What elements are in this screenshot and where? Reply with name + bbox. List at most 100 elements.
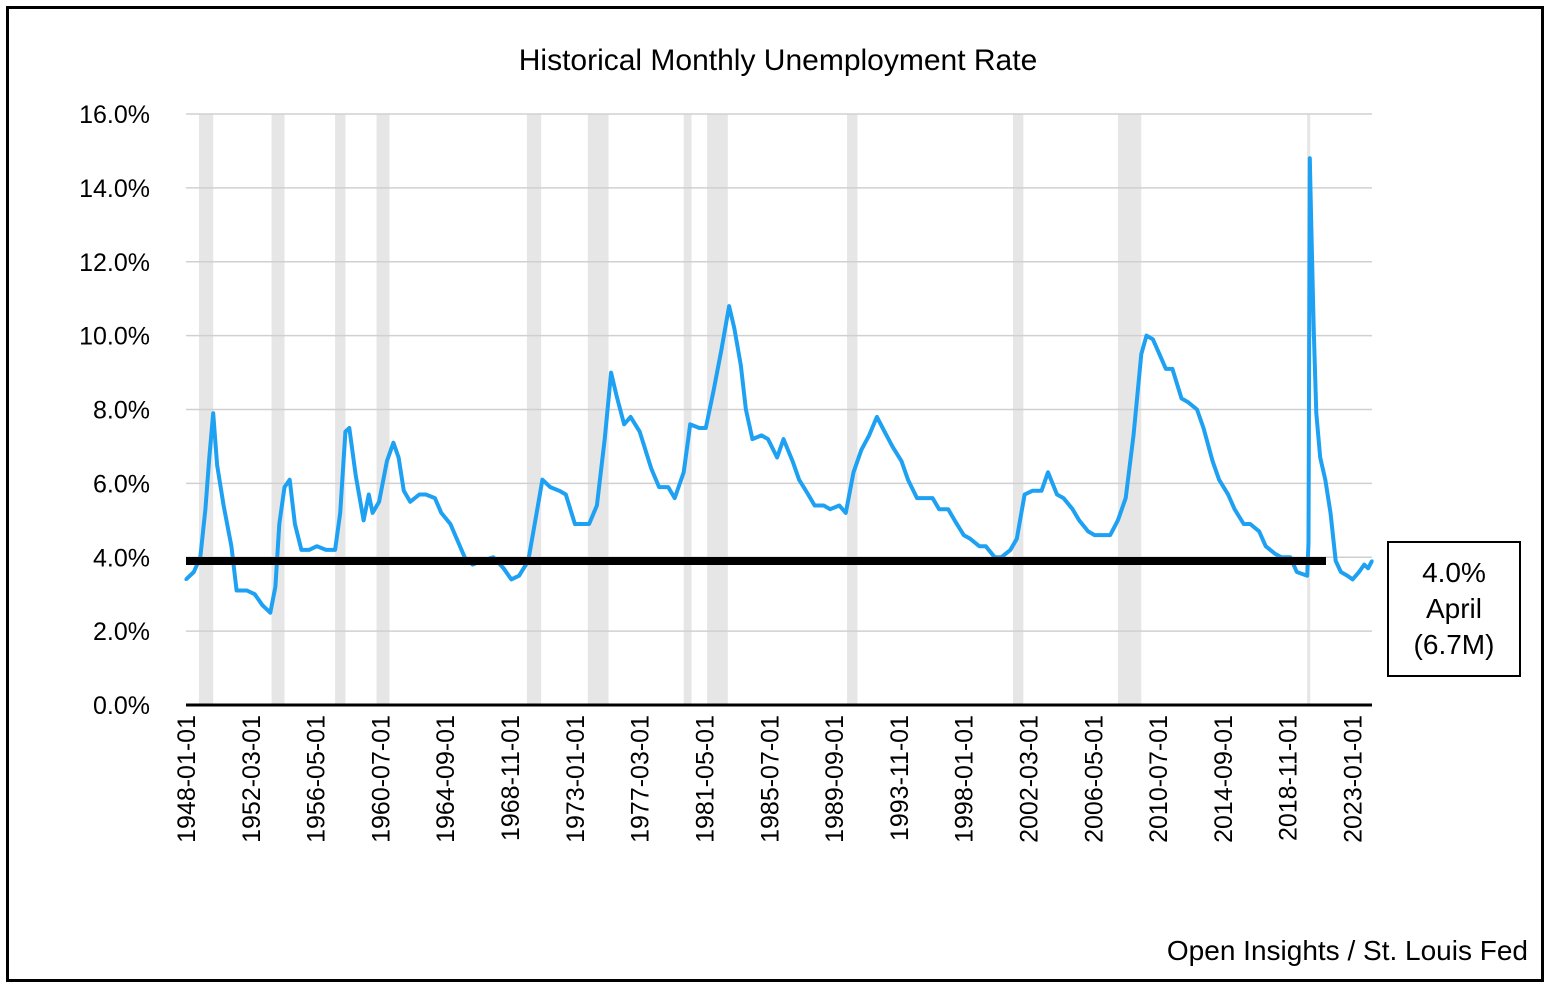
data-point [192, 570, 196, 574]
data-point [766, 437, 770, 441]
data-point [1323, 478, 1327, 482]
data-point [354, 474, 358, 478]
y-tick-label: 4.0% [93, 544, 150, 572]
data-point [759, 433, 764, 437]
data-point [781, 437, 786, 441]
data-point [711, 389, 716, 393]
data-point [1124, 496, 1128, 500]
data-point [953, 518, 957, 522]
data-point [1093, 533, 1097, 537]
y-tick-label: 2.0% [93, 618, 150, 646]
data-point [229, 544, 233, 548]
data-point [744, 407, 748, 412]
data-point [704, 426, 708, 430]
data-point [614, 393, 618, 397]
x-axis-tick-labels: 1948-01-01 1952-03-01 1956-05-01 1960-07-01… [173, 715, 1368, 843]
data-point [899, 459, 904, 463]
data-point [1273, 551, 1277, 556]
series-layer [184, 156, 1374, 615]
data-point [1102, 533, 1106, 537]
chart-frame [6, 6, 1544, 982]
data-point [649, 467, 653, 471]
data-point [1345, 574, 1349, 578]
data-point [1015, 537, 1019, 541]
data-point [557, 489, 561, 493]
data-point [1339, 570, 1343, 574]
data-point [517, 574, 521, 578]
data-point [391, 441, 395, 445]
data-point [875, 415, 879, 419]
data-point [277, 522, 281, 526]
data-point [628, 415, 633, 419]
data-point [1061, 496, 1066, 500]
data-point [1195, 407, 1199, 412]
data-point [1226, 492, 1230, 497]
data-point [424, 492, 428, 497]
data-point [906, 478, 910, 482]
data-point [1170, 367, 1174, 371]
callout-box: 4.0% April (6.7M) [1387, 541, 1521, 677]
data-point [719, 348, 723, 352]
data-point [1055, 492, 1059, 497]
y-tick-label: 0.0% [93, 692, 150, 720]
y-tick-label: 6.0% [93, 470, 150, 498]
data-point [1309, 215, 1313, 220]
data-point [1306, 540, 1311, 545]
data-point [203, 507, 208, 511]
data-point [333, 548, 337, 552]
x-tick-label: 1977-03-01 [627, 715, 655, 843]
data-point [791, 459, 795, 463]
data-point [1157, 352, 1162, 356]
data-point [1046, 470, 1050, 474]
data-point [448, 522, 453, 526]
data-point [851, 470, 856, 474]
data-point [1305, 574, 1309, 578]
data-point [1210, 459, 1215, 463]
callout-count: (6.7M) [1414, 629, 1495, 660]
data-point [1295, 570, 1299, 574]
data-point [1362, 563, 1366, 567]
data-point [727, 304, 731, 308]
x-tick-label: 2010-07-01 [1145, 715, 1173, 843]
data-point [603, 437, 607, 441]
data-point [797, 478, 801, 482]
data-point [1242, 522, 1246, 526]
data-point [921, 496, 926, 500]
data-point [548, 485, 552, 489]
data-point [1039, 489, 1044, 493]
data-point [1186, 400, 1190, 404]
data-point [273, 585, 278, 589]
data-point [844, 511, 848, 515]
data-point [1201, 426, 1206, 430]
x-tick-label: 1960-07-01 [367, 715, 395, 843]
data-point [666, 485, 670, 489]
data-point [1086, 529, 1090, 533]
callout-rate: 4.0% [1422, 557, 1486, 588]
y-tick-label: 14.0% [79, 175, 150, 203]
data-point [307, 548, 311, 552]
data-point [937, 507, 941, 511]
data-point [253, 592, 257, 596]
data-point [1312, 326, 1316, 330]
data-point [396, 455, 401, 460]
data-point [573, 522, 577, 526]
data-point [221, 503, 226, 508]
data-point [915, 496, 919, 500]
data-point [813, 503, 817, 508]
data-point [1366, 566, 1370, 570]
x-tick-label: 1993-11-01 [886, 715, 914, 841]
data-point [268, 611, 272, 615]
data-point [417, 492, 421, 497]
chart-title: Historical Monthly Unemployment Rate [519, 44, 1038, 77]
x-tick-label: 2014-09-01 [1210, 715, 1238, 843]
data-point [1108, 533, 1112, 537]
data-point [439, 511, 443, 515]
unemployment-rate-line [184, 156, 1374, 615]
x-tick-label: 2023-01-01 [1340, 715, 1368, 843]
data-point [579, 522, 583, 526]
data-point [402, 489, 406, 493]
data-point [638, 430, 642, 434]
data-point [338, 511, 342, 515]
y-axis-tick-labels: 0.0% 2.0% 4.0% 6.0% 8.0% 10.0% 12.0% 14.0% 16.0% [79, 101, 150, 720]
